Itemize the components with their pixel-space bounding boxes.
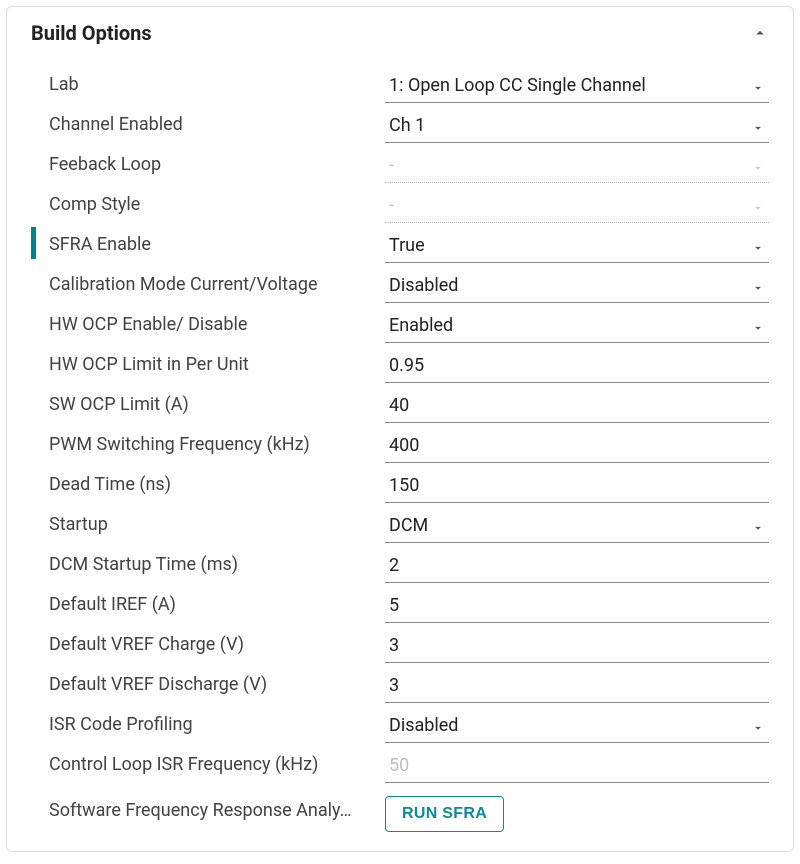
select-field[interactable]: Enabled [385,303,769,343]
input-field[interactable]: 150 [385,463,769,503]
option-row: SFRA Enable True [49,223,769,263]
field-value: - [385,155,769,183]
select-field: - [385,143,769,183]
select-field[interactable]: Disabled [385,263,769,303]
option-label: Default VREF Discharge (V) [49,674,373,703]
select-field[interactable]: Ch 1 [385,103,769,143]
option-row: Channel Enabled Ch 1 [49,103,769,143]
field-value: 400 [385,435,769,463]
input-field[interactable]: 3 [385,663,769,703]
option-label: HW OCP Enable/ Disable [49,314,373,343]
action-row: Software Frequency Response Analy… RUN SF… [49,783,769,835]
field-value: True [385,235,769,263]
option-label: SFRA Enable [49,234,373,263]
field-value: 40 [385,395,769,423]
run-sfra-button[interactable]: RUN SFRA [385,796,504,832]
option-label: Default IREF (A) [49,594,373,623]
select-field[interactable]: Disabled [385,703,769,743]
field-value: 150 [385,475,769,503]
option-row: HW OCP Enable/ Disable Enabled [49,303,769,343]
option-label: ISR Code Profiling [49,714,373,743]
option-row: Default VREF Discharge (V) 3 [49,663,769,703]
option-row: ISR Code Profiling Disabled [49,703,769,743]
action-label: Software Frequency Response Analy… [49,800,373,829]
select-field[interactable]: True [385,223,769,263]
input-field: 50 [385,743,769,783]
field-value: Ch 1 [385,115,769,143]
input-field[interactable]: 0.95 [385,343,769,383]
build-options-panel: Build Options Lab 1: Open Loop CC Single … [6,6,794,852]
field-value: 3 [385,635,769,663]
option-label: Lab [49,74,373,103]
option-row: PWM Switching Frequency (kHz) 400 [49,423,769,463]
option-row: Default IREF (A) 5 [49,583,769,623]
select-field[interactable]: DCM [385,503,769,543]
select-field: - [385,183,769,223]
input-field[interactable]: 3 [385,623,769,663]
option-label: Default VREF Charge (V) [49,634,373,663]
option-row: Calibration Mode Current/Voltage Disabled [49,263,769,303]
input-field[interactable]: 2 [385,543,769,583]
field-value: 0.95 [385,355,769,383]
option-label: Comp Style [49,194,373,223]
input-field[interactable]: 40 [385,383,769,423]
select-field[interactable]: 1: Open Loop CC Single Channel [385,63,769,103]
action-field: RUN SFRA [385,796,769,832]
option-row: Lab 1: Open Loop CC Single Channel [49,63,769,103]
option-row: Control Loop ISR Frequency (kHz) 50 [49,743,769,783]
field-value: - [385,195,769,223]
option-row: Comp Style- [49,183,769,223]
option-label: DCM Startup Time (ms) [49,554,373,583]
option-label: Channel Enabled [49,114,373,143]
field-value: Disabled [385,715,769,743]
option-label: Dead Time (ns) [49,474,373,503]
option-label: Calibration Mode Current/Voltage [49,274,373,303]
option-row: Startup DCM [49,503,769,543]
field-value: 3 [385,675,769,703]
panel-title: Build Options [31,21,152,45]
option-row: DCM Startup Time (ms) 2 [49,543,769,583]
option-row: Default VREF Charge (V) 3 [49,623,769,663]
field-value: 50 [385,755,769,783]
field-value: Disabled [385,275,769,303]
option-row: HW OCP Limit in Per Unit 0.95 [49,343,769,383]
field-value: 5 [385,595,769,623]
panel-header[interactable]: Build Options [31,21,769,45]
option-row: SW OCP Limit (A) 40 [49,383,769,423]
field-value: Enabled [385,315,769,343]
field-value: DCM [385,515,769,543]
option-row: Dead Time (ns) 150 [49,463,769,503]
input-field[interactable]: 400 [385,423,769,463]
option-label: Startup [49,514,373,543]
field-value: 1: Open Loop CC Single Channel [385,75,769,103]
options-list: Lab1: Open Loop CC Single ChannelChannel… [31,63,769,835]
option-label: Feeback Loop [49,154,373,183]
option-label: Control Loop ISR Frequency (kHz) [49,754,373,783]
option-label: SW OCP Limit (A) [49,394,373,423]
option-label: PWM Switching Frequency (kHz) [49,434,373,463]
option-row: Feeback Loop- [49,143,769,183]
field-value: 2 [385,555,769,583]
input-field[interactable]: 5 [385,583,769,623]
chevron-up-icon[interactable] [751,24,769,42]
option-label: HW OCP Limit in Per Unit [49,354,373,383]
